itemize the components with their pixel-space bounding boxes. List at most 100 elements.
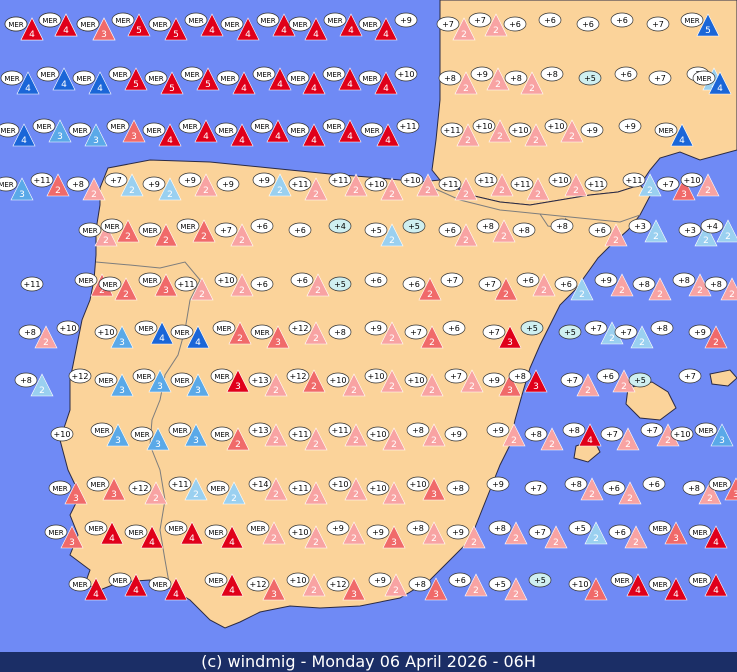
wind-force-label: 4 — [245, 30, 251, 40]
sea-label: MER — [652, 581, 667, 589]
wind-marker: 2 +10 — [328, 476, 368, 501]
wind-pennant — [338, 67, 362, 91]
sea-label: MER — [172, 427, 187, 435]
wind-force-label: 2 — [313, 440, 319, 450]
wind-force-label: 3 — [391, 538, 397, 548]
wind-force-label: 2 — [471, 538, 477, 548]
wind-pennant — [164, 577, 188, 601]
temperature-badge — [640, 422, 664, 438]
temperature-badge — [688, 324, 712, 340]
temperature-label: +5 — [564, 328, 576, 337]
wind-pennant — [464, 573, 488, 597]
temperature-label: +11 — [588, 180, 605, 189]
wind-marker: 2 +8 — [504, 70, 544, 95]
temperature-badge — [646, 16, 670, 32]
wind-force-label: 2 — [273, 490, 279, 500]
wind-force-label: 4 — [313, 30, 319, 40]
wind-pennant — [194, 173, 218, 197]
wind-pennant — [670, 123, 694, 147]
wind-pennant — [114, 277, 138, 301]
wind-marker: +12 — [68, 368, 92, 384]
wind-pennant — [616, 427, 640, 451]
temperature-badge — [396, 118, 420, 134]
wind-pennant — [342, 373, 366, 397]
temperature-label: +9 — [492, 480, 504, 489]
temperature-label: +8 — [20, 376, 32, 385]
wind-force-label: 3 — [57, 132, 63, 142]
sea-label: MER — [216, 325, 231, 333]
wind-pennant — [192, 219, 216, 243]
temperature-badge — [440, 122, 464, 138]
wind-marker: 2 +9 — [252, 172, 292, 197]
wind-pennant — [54, 13, 78, 37]
wind-marker: 2 +11 — [622, 172, 662, 197]
wind-marker: 3 +12 — [326, 576, 366, 601]
wind-force-label: 4 — [97, 84, 103, 94]
sea-label: MER — [290, 127, 305, 135]
temperature-label: +12 — [292, 324, 309, 333]
wind-marker: 2 +10 — [548, 172, 588, 197]
wind-force-label: 2 — [393, 586, 399, 596]
wind-pennant — [520, 71, 544, 95]
wind-marker: 2 +10 — [366, 426, 406, 451]
temperature-badge — [524, 426, 548, 442]
temperature-label: +9 — [450, 430, 462, 439]
wind-force-label: 5 — [136, 26, 142, 36]
temperature-badge — [568, 576, 592, 592]
wind-marker: 2 MER — [206, 480, 246, 505]
temperature-label: +7 — [534, 528, 546, 537]
temperature-label: +7 — [488, 328, 500, 337]
wind-force-label: 2 — [235, 440, 241, 450]
temperature-badge — [448, 572, 472, 588]
wind-marker: 4 MER — [4, 16, 44, 41]
temperature-label: +7 — [442, 20, 454, 29]
wind-pennant — [120, 173, 144, 197]
sea-label: MER — [52, 485, 67, 493]
temperature-badge — [0, 122, 20, 138]
wind-marker: 2 +7 — [640, 422, 680, 447]
temperature-label: +8 — [412, 426, 424, 435]
wind-force-label: 2 — [201, 232, 207, 242]
wind-pennant — [88, 71, 112, 95]
temperature-badge — [364, 176, 388, 192]
wind-force-label: 3 — [163, 286, 169, 296]
temperature-label: +7 — [684, 372, 696, 381]
wind-force-label: 3 — [719, 436, 725, 446]
temperature-badge — [680, 12, 704, 28]
wind-force-label: 3 — [73, 494, 79, 504]
temperature-badge — [512, 222, 536, 238]
wind-pennant — [180, 521, 204, 545]
wind-force-label: 3 — [195, 386, 201, 396]
temperature-label: +5 — [534, 576, 546, 585]
temperature-label: +4 — [334, 222, 346, 231]
wind-force-label: 2 — [463, 84, 469, 94]
wind-force-label: 4 — [277, 80, 283, 90]
wind-marker: 2 +10 — [400, 172, 440, 197]
wind-marker: 3 MER — [32, 118, 72, 143]
temperature-label: +6 — [522, 276, 534, 285]
sea-label: MER — [72, 581, 87, 589]
wind-marker: 2 +8 — [632, 276, 672, 301]
wind-pennant — [420, 373, 444, 397]
temperature-label: +6 — [294, 226, 306, 235]
temperature-badge — [488, 576, 512, 592]
wind-force-label: 2 — [621, 382, 627, 392]
wind-pennant — [526, 177, 550, 201]
wind-force-label: 4 — [25, 84, 31, 94]
wind-force-label: 2 — [511, 436, 517, 446]
temperature-badge — [600, 426, 624, 442]
wind-force-label: 3 — [507, 386, 513, 396]
wind-force-label: 3 — [673, 534, 679, 544]
wind-pennant — [342, 577, 366, 601]
temperature-badge — [654, 122, 678, 138]
wind-marker: 4 MER — [216, 70, 256, 95]
temperature-label: +6 — [544, 16, 556, 25]
wind-pennant — [644, 219, 668, 243]
wind-pennant — [150, 321, 174, 345]
wind-marker: 3 MER — [648, 520, 688, 545]
wind-force-label: 3 — [115, 436, 121, 446]
menorca-island — [709, 369, 737, 387]
temperature-badge — [648, 520, 672, 536]
wind-pennant — [154, 223, 178, 247]
temperature-badge — [614, 66, 638, 82]
